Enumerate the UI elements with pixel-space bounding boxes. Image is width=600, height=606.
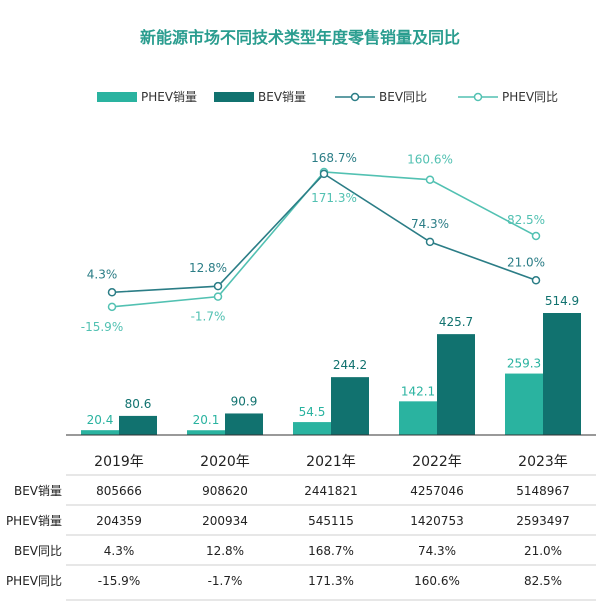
legend-label: PHEV销量 <box>141 90 197 104</box>
line-label-phev: -1.7% <box>191 310 226 324</box>
bar-label-phev: 142.1 <box>401 384 435 398</box>
line-label-phev: 82.5% <box>507 213 545 227</box>
x-axis: 2019年 2020年 2021年 2022年 2023年 <box>66 434 596 470</box>
line-label-bev: 168.7% <box>311 151 357 165</box>
table-cell: 21.0% <box>524 544 562 558</box>
legend-item: PHEV同比 <box>458 90 558 104</box>
legend-marker <box>473 92 483 102</box>
bar-bev <box>119 415 157 435</box>
lines <box>107 167 541 312</box>
table-cell: 1420753 <box>410 514 463 528</box>
table-cell: 2593497 <box>516 514 569 528</box>
data-labels: 20.4 80.6 20.1 90.9 54.5 244.2 142.1 425.7 259.3… <box>81 151 579 427</box>
bars <box>81 313 581 435</box>
legend: PHEV销量 BEV销量 BEV同比 PHEV同比 <box>97 90 558 104</box>
data-table: BEV销量 805666 908620 2441821 4257046 5148967 PH… <box>6 474 596 601</box>
bar-label-bev: 514.9 <box>545 294 579 308</box>
table-cell: 12.8% <box>206 544 244 558</box>
phev-yoy-point <box>531 231 541 241</box>
line-label-phev: 171.3% <box>311 191 357 205</box>
phev-yoy-point <box>107 302 117 312</box>
x-tick-label: 2019年 <box>94 454 144 470</box>
bar-phev <box>505 373 543 435</box>
table-cell: 908620 <box>202 484 248 498</box>
legend-item: PHEV销量 <box>97 90 197 104</box>
table-row: PHEV销量 204359 200934 545115 1420753 2593497 <box>6 514 570 528</box>
bar-bev <box>543 313 581 435</box>
x-tick-label: 2021年 <box>306 454 356 470</box>
bev-yoy-point <box>319 169 329 179</box>
table-row: PHEV同比 -15.9% -1.7% 171.3% 160.6% 82.5% <box>6 574 562 588</box>
legend-swatch <box>97 92 137 102</box>
bar-phev <box>293 422 331 435</box>
phev-yoy-point <box>213 292 223 301</box>
x-tick-label: 2023年 <box>518 454 568 470</box>
bar-phev <box>81 430 119 435</box>
x-tick-label: 2020年 <box>200 454 250 470</box>
bar-label-phev: 259.3 <box>507 357 541 371</box>
table-cell: 4257046 <box>410 484 463 498</box>
table-cell: 171.3% <box>308 574 354 588</box>
table-row-label: BEV销量 <box>14 484 62 498</box>
table-row-label: PHEV销量 <box>6 514 62 528</box>
table-cell: 5148967 <box>516 484 569 498</box>
bev-yoy-point <box>107 288 117 297</box>
bar-label-bev: 80.6 <box>125 397 152 411</box>
legend-item: BEV销量 <box>214 90 306 104</box>
line-label-bev: 21.0% <box>507 255 545 269</box>
bar-label-bev: 90.9 <box>231 394 258 408</box>
table-cell: 805666 <box>96 484 142 498</box>
line-label-bev: 74.3% <box>411 217 449 231</box>
bev-yoy-point <box>213 281 223 291</box>
chart-title: 新能源市场不同技术类型年度零售销量及同比 <box>140 28 460 47</box>
table-cell: 74.3% <box>418 544 456 558</box>
table-row: BEV销量 805666 908620 2441821 4257046 5148967 <box>14 484 570 498</box>
table-cell: 545115 <box>308 514 354 528</box>
x-tick-label: 2022年 <box>412 454 462 470</box>
table-row: BEV同比 4.3% 12.8% 168.7% 74.3% 21.0% <box>14 544 562 558</box>
table-cell: 200934 <box>202 514 248 528</box>
table-cell: -15.9% <box>98 574 140 588</box>
table-cell: 82.5% <box>524 574 562 588</box>
bar-label-bev: 244.2 <box>333 358 367 372</box>
bar-bev <box>331 377 369 435</box>
table-cell: 204359 <box>96 514 142 528</box>
table-row-label: BEV同比 <box>14 544 62 558</box>
legend-label: PHEV同比 <box>502 90 558 104</box>
line-label-phev: -15.9% <box>81 320 123 334</box>
table-cell: 2441821 <box>304 484 357 498</box>
line-label-bev: 4.3% <box>87 267 118 281</box>
table-cell: 168.7% <box>308 544 354 558</box>
bar-bev <box>437 334 475 435</box>
legend-label: BEV同比 <box>379 90 427 104</box>
legend-item: BEV同比 <box>335 90 427 104</box>
table-cell: 160.6% <box>414 574 460 588</box>
bar-label-bev: 425.7 <box>439 315 473 329</box>
table-cell: -1.7% <box>208 574 243 588</box>
legend-label: BEV销量 <box>258 90 306 104</box>
phev-yoy-point <box>425 175 435 184</box>
bev-yoy-point <box>425 237 435 247</box>
bar-phev <box>187 430 225 435</box>
legend-marker <box>350 92 360 102</box>
bar-phev <box>399 401 437 435</box>
bar-label-phev: 20.1 <box>193 413 220 427</box>
table-row-label: PHEV同比 <box>6 574 62 588</box>
line-label-bev: 12.8% <box>189 261 227 275</box>
legend-swatch <box>214 92 254 102</box>
bev-yoy-point <box>531 276 541 285</box>
table-cell: 4.3% <box>104 544 135 558</box>
bar-label-phev: 54.5 <box>299 405 326 419</box>
bar-bev <box>225 413 263 435</box>
bar-label-phev: 20.4 <box>87 413 114 427</box>
line-label-phev: 160.6% <box>407 153 453 167</box>
